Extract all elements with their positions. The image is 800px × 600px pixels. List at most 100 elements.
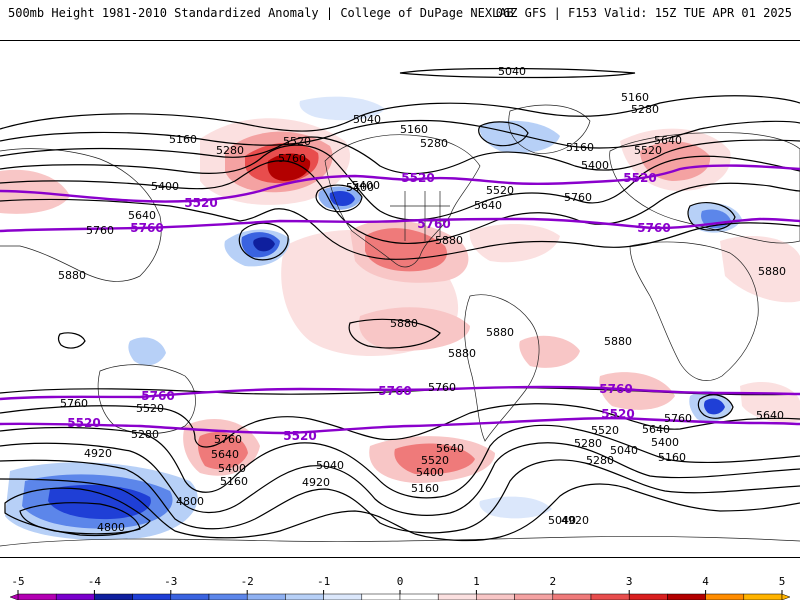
contour-label: 5520 bbox=[283, 135, 311, 148]
contour-label: 5160 bbox=[658, 451, 686, 464]
contour-label: 5520 bbox=[283, 429, 316, 443]
colorbar-tick-label: -5 bbox=[11, 575, 24, 588]
colorbar-segment bbox=[552, 593, 592, 600]
colorbar-tick-label: 4 bbox=[702, 575, 709, 588]
colorbar-segment bbox=[132, 593, 172, 600]
map-header: 500mb Height 1981-2010 Standardized Anom… bbox=[0, 0, 800, 26]
colorbar-segment bbox=[705, 593, 745, 600]
negative-anomaly-area bbox=[128, 337, 166, 366]
anomaly-colorbar: -5 -4 -3 -2 -1 0 1 2 3 4 5 bbox=[8, 572, 792, 600]
contour-label: 5160 bbox=[621, 91, 649, 104]
contour-label: 5880 bbox=[758, 265, 786, 278]
contour-label: 5280 bbox=[420, 137, 448, 150]
positive-anomaly-area bbox=[519, 335, 580, 368]
colorbar-max-arrow bbox=[781, 593, 791, 600]
contour-label: 5880 bbox=[604, 335, 632, 348]
positive-anomaly-area bbox=[359, 307, 470, 351]
contour-line bbox=[697, 394, 734, 419]
contour-label: 4920 bbox=[302, 476, 330, 489]
contour-label: 5160 bbox=[400, 123, 428, 136]
contour-label: 5400 bbox=[581, 159, 609, 172]
negative-anomaly-area bbox=[479, 496, 552, 519]
colorbar-segment bbox=[437, 593, 477, 600]
contour-label: 5640 bbox=[756, 409, 784, 422]
contour-line bbox=[0, 198, 800, 260]
positive-anomaly-area bbox=[197, 432, 248, 470]
contour-line bbox=[0, 424, 800, 499]
colorbar-segment bbox=[208, 593, 248, 600]
contour-label: 5520 bbox=[421, 454, 449, 467]
contour-label: 5520 bbox=[136, 402, 164, 415]
contour-label: 5760 bbox=[130, 221, 163, 235]
contour-label: 5880 bbox=[390, 317, 418, 330]
coastline-antarctica bbox=[0, 536, 800, 547]
contour-line bbox=[478, 121, 529, 147]
colorbar-tick-label: -4 bbox=[88, 575, 102, 588]
coastline-asia-west bbox=[0, 148, 162, 282]
contour-label: 5760 bbox=[214, 433, 242, 446]
positive-anomaly-area bbox=[365, 228, 447, 272]
contour-line bbox=[315, 184, 363, 213]
colorbar-segment bbox=[170, 593, 210, 600]
contour-label: 5640 bbox=[436, 442, 464, 455]
colorbar-segment bbox=[361, 593, 401, 600]
contour-line bbox=[19, 502, 141, 535]
contour-label: 5880 bbox=[58, 269, 86, 282]
contour-label: 5040 bbox=[353, 113, 381, 126]
contour-label: 5040 bbox=[548, 514, 576, 527]
contour-label: 5520 bbox=[591, 424, 619, 437]
negative-anomaly-area bbox=[479, 120, 560, 153]
colorbar-segment bbox=[94, 593, 133, 600]
colorbar-ticks: -5 -4 -3 -2 -1 0 1 2 3 4 5 bbox=[11, 575, 785, 594]
colorbar-tick-label: -3 bbox=[164, 575, 177, 588]
contour-label: 5880 bbox=[486, 326, 514, 339]
coastline-greenland bbox=[508, 104, 591, 154]
contour-label: 5760 bbox=[637, 221, 670, 235]
positive-anomaly-area bbox=[720, 236, 800, 303]
contour-label: 5760 bbox=[60, 397, 88, 410]
colorbar-graphic: -5 -4 -3 -2 -1 0 1 2 3 4 5 bbox=[9, 575, 791, 600]
contour-line bbox=[0, 160, 800, 244]
colorbar-tick-label: 3 bbox=[626, 575, 633, 588]
contour-label: 5160 bbox=[220, 475, 248, 488]
contour-label: 5280 bbox=[631, 103, 659, 116]
contour-label: 5040 bbox=[610, 444, 638, 457]
contour-label: 5280 bbox=[216, 144, 244, 157]
contour-label: 5280 bbox=[574, 437, 602, 450]
contour-label: 5640 bbox=[654, 134, 682, 147]
map-title: 500mb Height 1981-2010 Standardized Anom… bbox=[8, 6, 514, 20]
contour-label: 5760 bbox=[564, 191, 592, 204]
contour-line bbox=[0, 95, 800, 132]
contour-labels: 5040 5160 5280 5040 5160 5280 5520 5760 … bbox=[58, 65, 786, 534]
colorbar-segments bbox=[9, 593, 791, 600]
colorbar-segment bbox=[55, 593, 95, 600]
contour-label: 5760 bbox=[86, 224, 114, 237]
colorbar-segment bbox=[323, 593, 363, 600]
contour-line bbox=[0, 136, 800, 175]
contour-label: 5400 bbox=[151, 180, 179, 193]
coastline-australia bbox=[97, 364, 196, 434]
contour-label: 5280 bbox=[586, 454, 614, 467]
colorbar-segment bbox=[743, 593, 783, 600]
anomaly-map: 5040 5160 5280 5040 5160 5280 5520 5760 … bbox=[0, 40, 800, 558]
colorbar-segment bbox=[476, 593, 515, 600]
contour-label: 5520 bbox=[623, 171, 656, 185]
contour-label: 5520 bbox=[486, 184, 514, 197]
positive-anomaly-area bbox=[640, 141, 711, 181]
contour-line bbox=[0, 119, 800, 149]
coastline-africa bbox=[629, 241, 759, 381]
contour-line bbox=[0, 442, 800, 516]
contour-label: 5520 bbox=[634, 144, 662, 157]
contour-line bbox=[687, 202, 736, 231]
contour-5520-north bbox=[0, 164, 800, 203]
coastlines bbox=[0, 104, 800, 547]
colorbar-segment bbox=[17, 593, 57, 600]
positive-anomaly-area bbox=[394, 443, 475, 475]
contour-line bbox=[58, 332, 86, 349]
contour-label: 4800 bbox=[176, 495, 204, 508]
contour-label: 5160 bbox=[169, 133, 197, 146]
contour-label: 5760 bbox=[428, 381, 456, 394]
contour-label: 5760 bbox=[417, 217, 450, 231]
colorbar-tick-label: 5 bbox=[779, 575, 786, 588]
colorbar-segment bbox=[667, 593, 706, 600]
